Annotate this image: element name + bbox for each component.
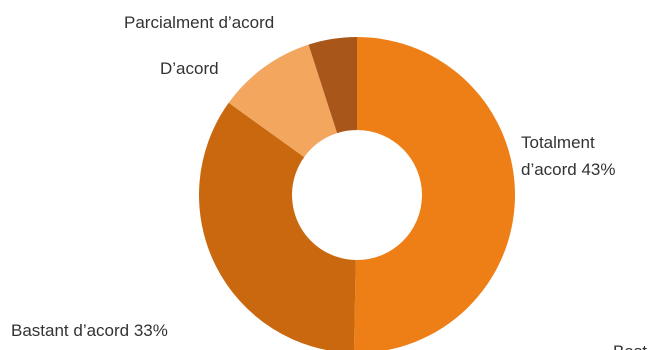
- label-parcialment: Parcialment d’acord: [124, 13, 274, 32]
- label-totalment-line2: d’acord 43%: [521, 160, 616, 179]
- donut-slices: [199, 37, 515, 350]
- donut-labels: Totalment d’acord 43% Bastant d’acord 33…: [11, 13, 647, 350]
- label-clipped-bast: Bast: [613, 342, 647, 350]
- slice-bastant-d-acord: [199, 102, 356, 350]
- slice-parcialment-d-acord: [308, 37, 357, 134]
- slice-totalment-d-acord: [353, 37, 515, 350]
- slice-d-acord: [228, 44, 338, 158]
- label-totalment-line1: Totalment: [521, 133, 595, 152]
- label-bastant: Bastant d’acord 33%: [11, 321, 168, 340]
- label-dacord: D’acord: [160, 59, 219, 78]
